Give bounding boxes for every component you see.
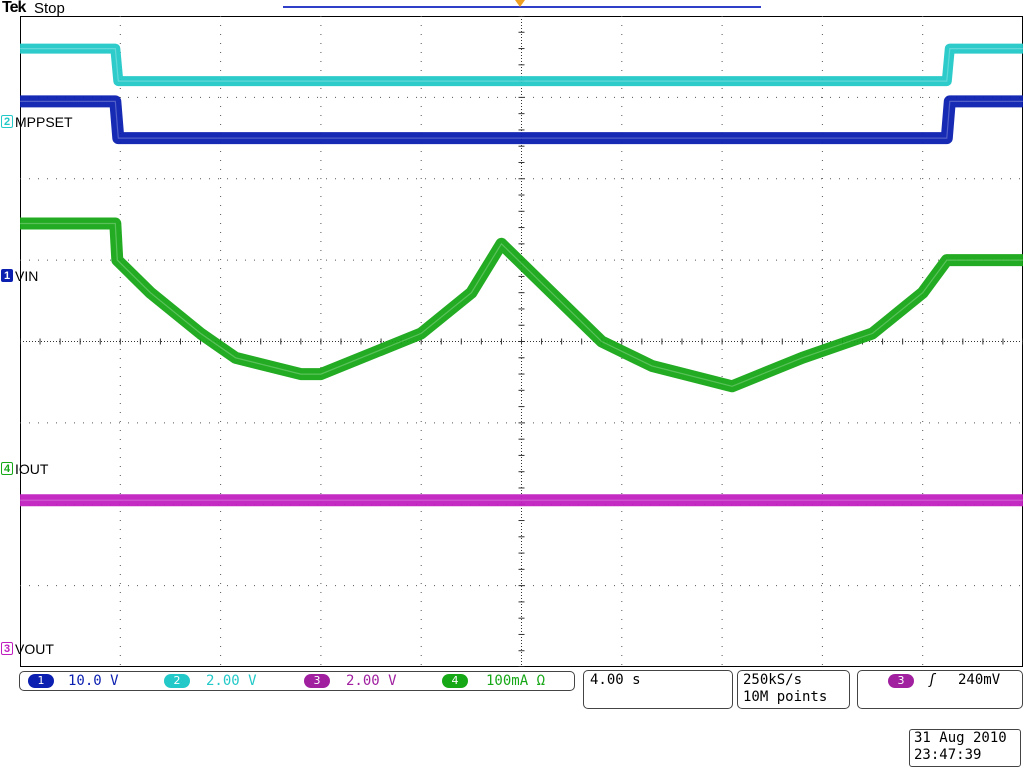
date-text: 31 Aug 2010 [914, 730, 1007, 746]
record-length: 10M points [743, 689, 828, 705]
ch4-chip[interactable]: 4 [442, 674, 468, 688]
ch4-marker-icon[interactable]: 4 [1, 462, 13, 475]
ch1-chip[interactable]: 1 [28, 674, 54, 688]
record-view-bar [283, 6, 761, 8]
timebase-readout[interactable]: 4.00 s [583, 670, 733, 709]
ch4-scale: 100mA Ω [486, 673, 546, 689]
time-text: 23:47:39 [914, 747, 982, 763]
trace-highlight-mppset [20, 47, 1023, 82]
sample-rate: 250kS/s [743, 672, 803, 688]
timebase-scale: 4.00 s [590, 672, 641, 688]
ch1-scale: 10.0 V [68, 673, 119, 689]
trace-vin [20, 95, 1023, 145]
trace-highlight-vin [20, 100, 1023, 139]
trigger-level: 240mV [958, 672, 1001, 688]
scope-status-bar: Tek Stop [0, 0, 1024, 18]
ch1-marker-icon[interactable]: 1 [1, 269, 13, 282]
ch2-marker-icon[interactable]: 2 [1, 115, 13, 128]
ch3-chip[interactable]: 3 [304, 674, 330, 688]
trace-mppset [20, 43, 1023, 87]
acquisition-readout[interactable]: 250kS/s 10M points [737, 670, 850, 709]
ch3-scale: 2.00 V [346, 673, 397, 689]
timestamp: 31 Aug 2010 23:47:39 [909, 729, 1021, 767]
trigger-source-chip[interactable]: 3 [888, 674, 914, 688]
ch2-label: MPPSET [15, 114, 73, 130]
ch2-scale: 2.00 V [206, 673, 257, 689]
brand-logo: Tek [2, 0, 26, 16]
trigger-readout[interactable]: 3 ʃ 240mV [857, 670, 1023, 709]
rising-edge-icon: ʃ [928, 672, 937, 688]
vertical-scale-readout[interactable]: 1 10.0 V 2 2.00 V 3 2.00 V 4 100mA Ω [19, 671, 575, 691]
waveform-display[interactable] [20, 16, 1023, 667]
trace-highlight-iout [20, 222, 1023, 387]
ch1-label: VIN [15, 268, 39, 284]
ch3-label: VOUT [15, 641, 54, 657]
ch4-label: IOUT [15, 461, 49, 477]
trigger-position-icon [515, 0, 525, 7]
acquisition-state: Stop [34, 0, 65, 17]
ch2-chip[interactable]: 2 [164, 674, 190, 688]
trace-iout [20, 217, 1023, 393]
ch3-marker-icon[interactable]: 3 [1, 642, 13, 655]
